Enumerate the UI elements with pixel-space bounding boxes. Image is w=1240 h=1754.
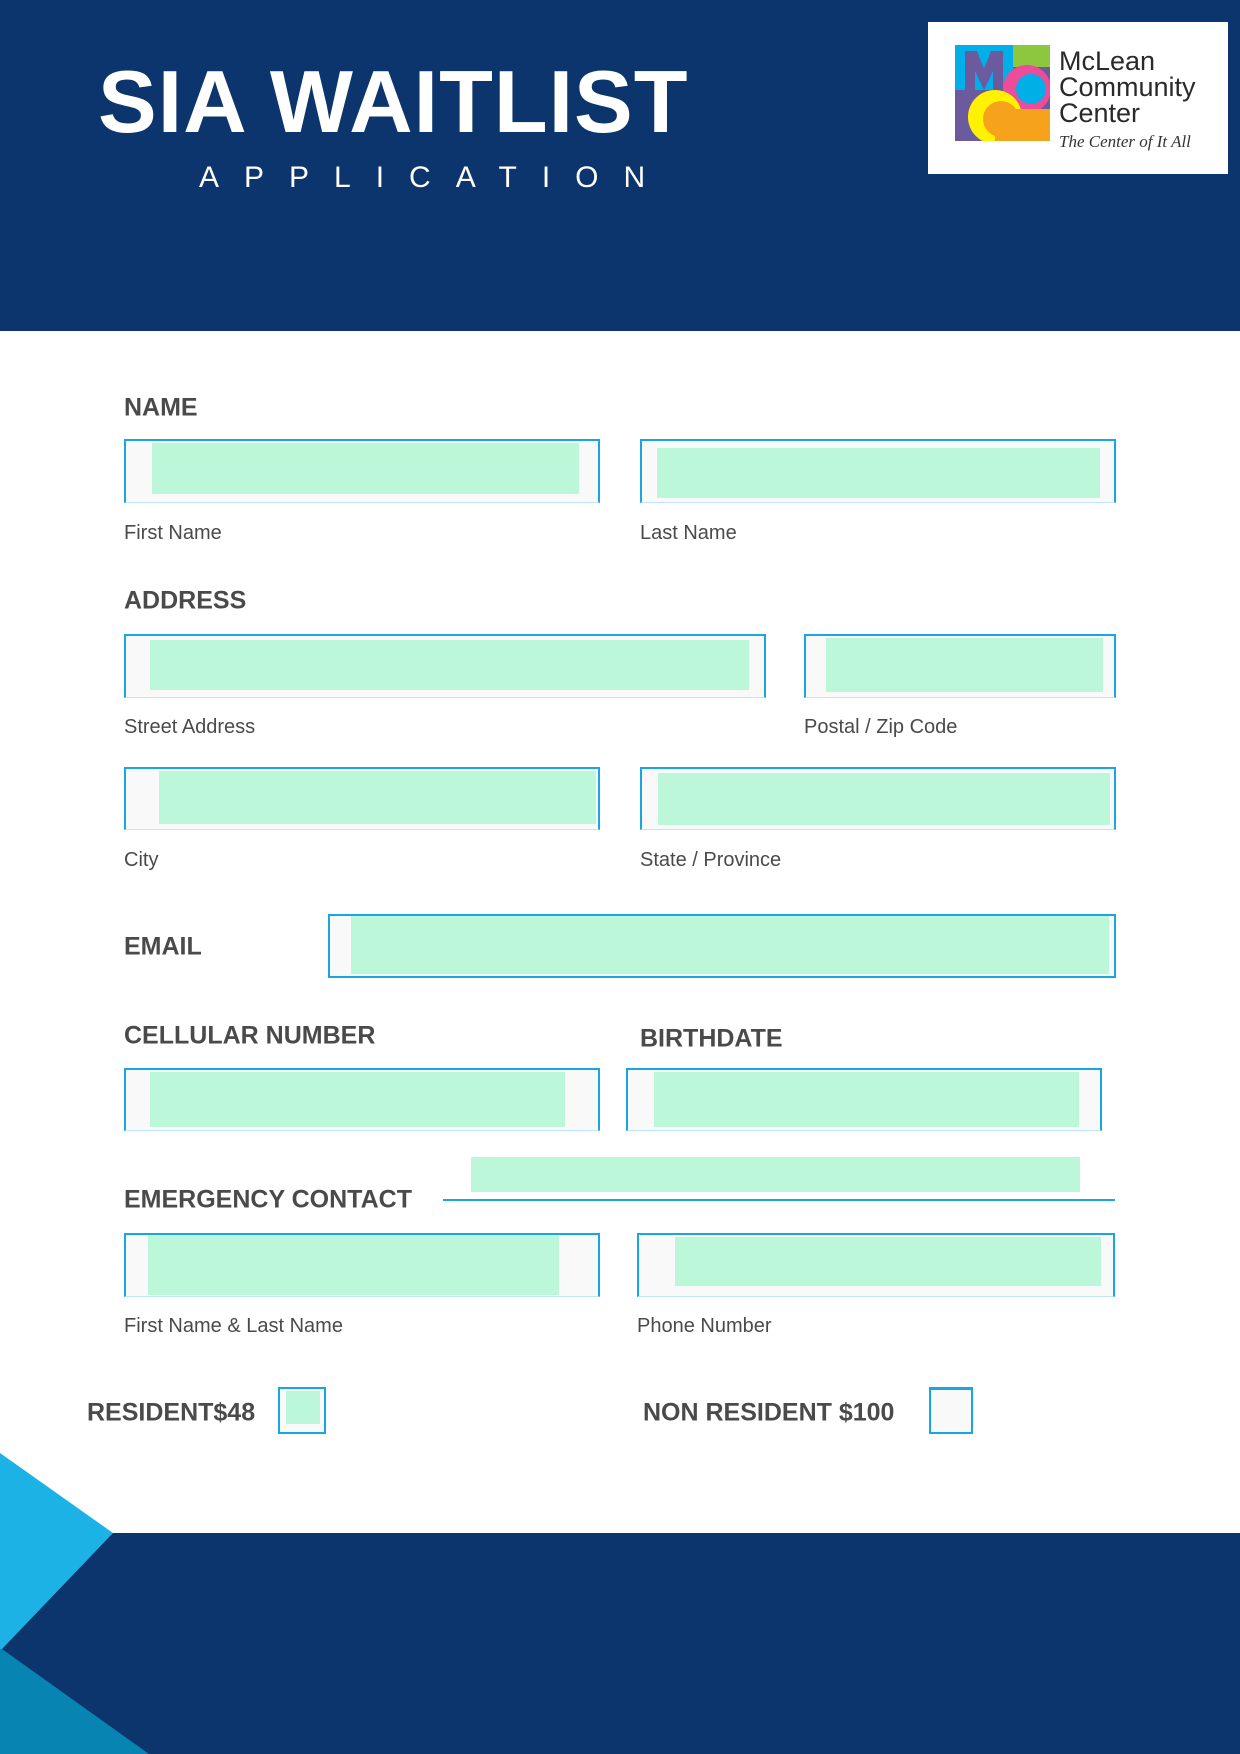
birthdate-label: BIRTHDATE	[640, 1024, 783, 1053]
emergency-contact-input[interactable]	[471, 1157, 1080, 1192]
footer-banner	[0, 1533, 1240, 1754]
street-address-caption: Street Address	[124, 716, 256, 738]
address-label: ADDRESS	[124, 586, 247, 615]
last-name-field[interactable]	[640, 439, 1116, 503]
state-caption: State / Province	[640, 849, 782, 871]
first-name-caption: First Name	[124, 522, 222, 544]
zip-code-field[interactable]	[804, 634, 1116, 698]
emergency-name-field[interactable]	[124, 1233, 600, 1297]
birthdate-field[interactable]	[626, 1068, 1102, 1131]
zip-code-input[interactable]	[826, 638, 1103, 692]
page-subtitle: APPLICATION	[199, 161, 671, 194]
cellular-number-input[interactable]	[150, 1072, 565, 1127]
resident-checkbox[interactable]	[278, 1387, 326, 1434]
state-input[interactable]	[658, 773, 1110, 825]
mclean-community-center-logo: McLean Community Center The Center of It…	[928, 22, 1228, 174]
street-address-input[interactable]	[150, 640, 749, 690]
resident-checkbox-highlight	[286, 1391, 320, 1424]
mcc-logo-mark-icon	[955, 45, 1050, 141]
last-name-input[interactable]	[657, 448, 1100, 498]
nonresident-checkbox[interactable]	[929, 1387, 973, 1434]
emergency-contact-underline	[443, 1199, 1115, 1201]
logo-tagline: The Center of It All	[1059, 132, 1191, 151]
first-name-field[interactable]	[124, 439, 600, 503]
teal-triangle	[0, 1649, 149, 1754]
birthdate-input[interactable]	[654, 1072, 1079, 1127]
light-blue-triangle	[0, 1453, 113, 1649]
logo-line: Community	[1059, 72, 1196, 102]
street-address-field[interactable]	[124, 634, 766, 698]
last-name-caption: Last Name	[640, 522, 737, 544]
logo-name: McLean Community Center	[1059, 46, 1196, 128]
email-input[interactable]	[351, 916, 1109, 974]
logo-line: Center	[1059, 98, 1141, 128]
emergency-phone-field[interactable]	[637, 1233, 1115, 1297]
state-field[interactable]	[640, 767, 1116, 830]
zip-code-caption: Postal / Zip Code	[804, 716, 958, 738]
city-caption: City	[124, 849, 159, 871]
logo-line: McLean	[1059, 46, 1156, 76]
emergency-phone-input[interactable]	[675, 1237, 1101, 1286]
city-field[interactable]	[124, 767, 600, 830]
email-label: EMAIL	[124, 932, 202, 961]
name-label: NAME	[124, 393, 198, 422]
city-input[interactable]	[159, 771, 596, 824]
emergency-contact-label: EMERGENCY CONTACT	[124, 1185, 412, 1214]
cellular-number-field[interactable]	[124, 1068, 600, 1131]
email-field[interactable]	[328, 914, 1116, 978]
emergency-name-caption: First Name & Last Name	[124, 1315, 343, 1337]
emergency-phone-caption: Phone Number	[637, 1315, 772, 1337]
emergency-name-input[interactable]	[148, 1235, 559, 1295]
cellular-number-label: CELLULAR NUMBER	[124, 1021, 376, 1050]
resident-fee-label: RESIDENT$48	[87, 1398, 256, 1427]
first-name-input[interactable]	[152, 443, 579, 494]
page-title: SIA WAITLIST	[98, 52, 689, 151]
nonresident-fee-label: NON RESIDENT $100	[643, 1398, 895, 1427]
